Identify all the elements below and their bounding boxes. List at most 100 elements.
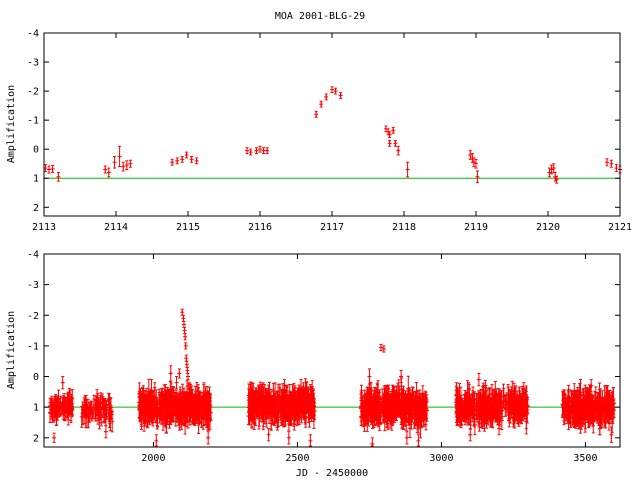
panel-bottom-data-point [378, 343, 383, 351]
panel-bottom-data-point [185, 366, 190, 374]
panel-bottom-data-point [404, 431, 409, 445]
panel-top-data-point [547, 167, 552, 178]
panel-bottom-y-tick-label: -3 [27, 280, 39, 291]
panel-bottom-data-point [186, 372, 190, 381]
panel-top-y-tick-label: -3 [27, 58, 39, 69]
panel-top-data-point [180, 155, 185, 163]
panel-bottom-y-tick-label: 0 [33, 372, 39, 383]
panel-bottom-data-point [183, 333, 188, 341]
panel-top-data-point [330, 86, 334, 94]
panel-top-x-tick-label: 2117 [320, 222, 344, 233]
panel-bottom-data-point [184, 354, 189, 362]
panel-top-data-point [387, 139, 392, 147]
panel-bottom-data-point [416, 434, 421, 447]
panel-bottom-x-tick-label: 2000 [141, 453, 165, 464]
panel-bottom-data-point [163, 384, 168, 407]
panel-top-plot-area [43, 86, 622, 184]
panel-top-data-point [261, 147, 266, 155]
panel-top-data-point [50, 164, 55, 173]
panel-top-data-point [475, 170, 480, 184]
panel-top-data-point [175, 157, 180, 165]
panel-bottom-data-point [101, 408, 106, 424]
panel-top-frame [43, 32, 621, 217]
panel-top-data-point [338, 92, 343, 99]
panel-top-data-point [393, 139, 398, 147]
panel-top-data-point [124, 160, 129, 171]
panel-top-data-point [103, 165, 108, 174]
panel-top-x-tick-label: 2115 [176, 222, 200, 233]
panel-bottom-y-tick-label: -1 [27, 341, 39, 352]
panel-top-axes: -4 -3 -2 -1 0 1 2 2113 2114 2115 2116 2117 2118 2119 2… [27, 29, 632, 234]
panel-bottom-data-point [88, 400, 93, 420]
panel-bottom-data-point [181, 314, 186, 322]
panel-bottom-data-point [175, 394, 180, 422]
panel-top-data-point [258, 145, 262, 153]
panel-bottom-data-point [57, 402, 62, 416]
panel-top-y-tick-label: 2 [33, 203, 39, 214]
panel-bottom-data-point [381, 345, 386, 353]
panel-top-data-point [324, 93, 329, 101]
panel-top-x-tick-label: 2120 [536, 222, 560, 233]
panel-bottom-data-point [67, 396, 72, 415]
panel-bottom-data-point [99, 411, 104, 424]
panel-bottom-data-point [286, 431, 291, 445]
panel-top-x-tick-label: 2114 [104, 222, 128, 233]
panel-bottom-y-tick-label: 1 [33, 403, 39, 414]
panel-top-x-tick-label: 2113 [32, 222, 56, 233]
panel-bottom-data-point [60, 376, 65, 390]
panel-top-data-point [614, 164, 619, 173]
panel-top-x-tick-label: 2121 [608, 222, 632, 233]
panel-top-data-point [117, 145, 122, 168]
panel-bottom-data-point [206, 431, 211, 445]
panel-bottom-data-point [168, 365, 173, 382]
panel-top-data-point [554, 175, 559, 184]
chart-title: MOA 2001-BLG-29 [275, 11, 365, 22]
panel-top-data-point [184, 151, 189, 159]
panel-bottom-x-tick-label: 3500 [573, 453, 597, 464]
panel-bottom-plot-area [44, 308, 620, 447]
panel-top-y-tick-label: 1 [33, 174, 39, 185]
panel-bottom-y-axis-label: Amplification [6, 311, 17, 389]
panel-bottom-data-point [154, 434, 159, 447]
panel-bottom-data-point [91, 394, 96, 420]
panel-bottom-data-point [82, 395, 87, 414]
panel-bottom-data-point [609, 426, 614, 443]
panel-bottom-data-point [58, 395, 63, 415]
panel-bottom-data-point [62, 398, 67, 415]
panel-bottom-data-point [181, 320, 186, 329]
panel-top-data-point [396, 145, 401, 156]
panel-top-data-point [248, 148, 253, 156]
panel-bottom-data-point [52, 432, 57, 443]
panel-top-data-point [549, 164, 554, 175]
panel-top-data-point [106, 167, 111, 178]
panel-top-data-point [170, 158, 175, 166]
panel-top: -4 -3 -2 -1 0 1 2 2113 2114 2115 2116 2117 2118 2119 2… [6, 29, 632, 234]
panel-top-data-point [245, 147, 250, 155]
panel-bottom-data-point [184, 360, 189, 368]
panel-bottom-data-point [107, 402, 112, 424]
panel-bottom-data-point [182, 327, 187, 335]
panel-top-data-point [112, 155, 117, 169]
panel-top-data-point [471, 157, 476, 168]
panel-top-y-tick-label: 0 [33, 145, 39, 156]
panel-bottom-axes: -4 -3 -2 -1 0 1 2 2000 2500 3000 3500 [27, 250, 620, 464]
panel-bottom-x-tick-label: 2500 [285, 453, 309, 464]
panel-bottom-data-point [468, 428, 473, 442]
panel-top-data-point [189, 155, 194, 163]
panel-bottom-y-tick-label: 2 [33, 433, 39, 444]
panel-top-data-point [194, 157, 199, 165]
panel-bottom-frame [43, 253, 621, 448]
panel-bottom-data-point [63, 409, 68, 418]
panel-top-data-point [333, 87, 338, 95]
panel-bottom-data-point [476, 372, 481, 387]
panel-bottom-data-point [183, 342, 188, 350]
panel-top-data-point [387, 131, 392, 139]
panel-top-data-point [254, 147, 259, 155]
panel-bottom-data-point [308, 434, 313, 447]
panel-top-y-tick-label: -4 [27, 29, 39, 40]
panel-top-data-point [121, 161, 126, 172]
panel-top-data-point [319, 100, 324, 108]
panel-bottom-data-point [181, 387, 186, 411]
panel-top-data-point [391, 126, 396, 134]
